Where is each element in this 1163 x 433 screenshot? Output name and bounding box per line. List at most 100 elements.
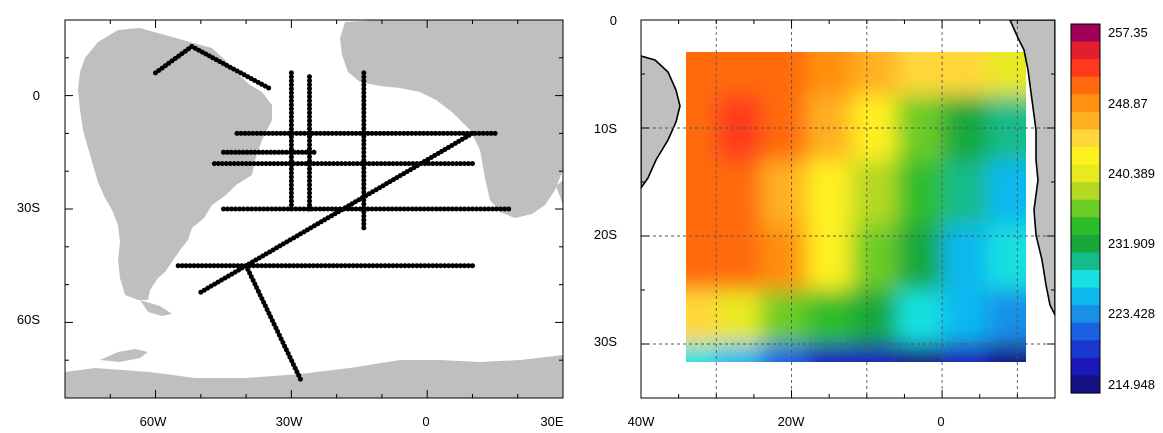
- colorbar-box-7: [1071, 147, 1100, 166]
- track-point-6-61: [418, 263, 424, 269]
- track-point-5-61: [466, 206, 471, 212]
- track-point-3-41: [397, 130, 403, 136]
- track-point-6-66: [438, 263, 444, 269]
- track-point-6-0: [175, 263, 181, 269]
- track-point-7-33: [288, 202, 294, 208]
- track-point-5-62: [470, 206, 475, 212]
- track-point-5-37: [369, 206, 375, 212]
- track-point-5-69: [498, 206, 504, 212]
- right-y-tick-label-30s: 30S: [594, 334, 617, 349]
- track-point-4-30: [331, 161, 336, 167]
- track-point-6-5: [195, 263, 201, 269]
- track-point-9-33: [361, 201, 367, 207]
- track-point-5-41: [385, 206, 391, 212]
- track-point-6-73: [466, 263, 471, 269]
- track-point-7-32: [288, 198, 294, 204]
- tierra-del-fuego: [140, 300, 172, 316]
- track-point-9-12: [361, 118, 367, 124]
- track-point-9-18: [361, 141, 367, 147]
- track-point-5-64: [478, 206, 484, 212]
- track-point-7-26: [288, 174, 294, 180]
- mask-bottom: [641, 362, 1055, 398]
- track-point-9-5: [361, 90, 367, 96]
- track-point-6-42: [342, 263, 348, 269]
- track-point-6-62: [422, 263, 428, 269]
- track-point-3-20: [313, 130, 319, 136]
- track-point-4-40: [370, 161, 376, 167]
- heatmap-cell-2-3: [806, 160, 853, 227]
- track-point-8-31: [307, 198, 312, 204]
- heatmap-cell-4-4: [851, 290, 898, 345]
- track-point-8-32: [307, 202, 312, 208]
- heatmap-cell-3-3: [806, 225, 853, 291]
- track-point-6-52: [382, 263, 388, 269]
- colorbar-box-13: [1071, 252, 1100, 271]
- track-point-2-6: [244, 149, 250, 155]
- track-point-7-11: [288, 114, 294, 120]
- track-point-5-8: [253, 206, 259, 212]
- track-point-5-60: [462, 206, 467, 212]
- track-point-8-15: [307, 134, 312, 140]
- track-point-9-27: [361, 177, 367, 183]
- track-point-3-8: [266, 130, 272, 136]
- track-point-6-50: [374, 263, 380, 269]
- left-y-tick-label-30s: 30S: [17, 200, 40, 215]
- track-point-9-34: [361, 205, 367, 211]
- track-point-3-37: [381, 130, 387, 136]
- track-point-5-59: [458, 206, 463, 212]
- track-point-6-13: [227, 263, 233, 269]
- track-point-5-45: [401, 206, 407, 212]
- track-point-5-27: [329, 206, 335, 212]
- track-point-2-12: [268, 149, 274, 155]
- track-point-4-7: [239, 161, 245, 167]
- track-point-4-56: [434, 161, 440, 167]
- track-point-4-21: [295, 161, 301, 167]
- track-point-7-3: [288, 82, 294, 88]
- left-x-tick-label-0: 0: [422, 414, 429, 429]
- africa-landmass: [340, 20, 563, 218]
- track-point-9-13: [361, 122, 367, 128]
- track-point-5-38: [373, 206, 379, 212]
- track-point-4-36: [354, 161, 360, 167]
- track-point-3-52: [441, 130, 446, 136]
- track-point-8-26: [307, 178, 312, 184]
- track-point-6-7: [203, 263, 209, 269]
- track-point-3-25: [333, 130, 339, 136]
- track-point-3-50: [433, 130, 438, 136]
- track-point-3-9: [270, 130, 276, 136]
- track-point-2-20: [299, 149, 305, 155]
- track-point-3-38: [385, 130, 391, 136]
- track-point-3-27: [341, 130, 347, 136]
- track-point-8-9: [307, 110, 312, 116]
- track-point-4-17: [279, 161, 285, 167]
- track-point-4-34: [346, 161, 352, 167]
- track-point-4-46: [394, 161, 400, 167]
- track-point-6-39: [330, 263, 336, 269]
- track-point-5-47: [409, 206, 415, 212]
- track-point-4-11: [255, 161, 261, 167]
- colorbar: 257.35 248.87 240.389 231.909 223.428 21…: [1070, 23, 1155, 394]
- track-point-5-56: [445, 206, 451, 212]
- track-point-6-31: [299, 263, 304, 269]
- track-point-8-27: [307, 182, 312, 188]
- track-point-8-5: [307, 94, 312, 100]
- track-point-5-19: [297, 206, 303, 212]
- colorbar-label-240-389: 240.389: [1108, 166, 1155, 181]
- track-point-3-43: [405, 130, 411, 136]
- right-y-tick-label-10s: 10S: [594, 121, 617, 136]
- track-point-8-8: [307, 106, 312, 112]
- track-point-4-28: [323, 161, 329, 167]
- track-point-5-16: [285, 206, 291, 212]
- track-point-9-8: [361, 102, 367, 108]
- track-point-7-21: [288, 154, 294, 160]
- track-point-3-15: [294, 130, 300, 136]
- track-point-6-25: [275, 263, 281, 269]
- colorbar-box-9: [1071, 182, 1100, 201]
- colorbar-box-11: [1071, 217, 1100, 236]
- track-point-7-14: [288, 126, 294, 132]
- track-point-3-45: [413, 130, 419, 136]
- track-point-9-9: [361, 106, 367, 112]
- track-point-9-37: [361, 217, 367, 223]
- heatmap-cell-3-2: [761, 225, 808, 291]
